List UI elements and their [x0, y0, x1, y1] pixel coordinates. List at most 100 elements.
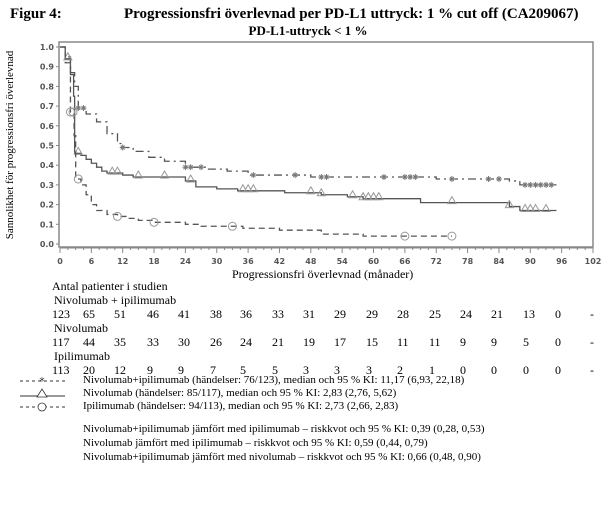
- hazard-ratio-line: Nivolumab+ipilimumab jämfört med nivolum…: [83, 451, 481, 463]
- risk-value: 5: [240, 363, 246, 377]
- censor-mark-triangle: [358, 191, 368, 201]
- censor-mark-triangle: [363, 191, 374, 201]
- risk-row: 113 20 12 9 9 7 5 5 3 3 3 2 1 0 0 0 0 -: [52, 363, 612, 377]
- x-tick-label: 36: [243, 257, 255, 266]
- y-tick-label: 0.5: [40, 142, 55, 151]
- figure-label: Figur 4:: [10, 6, 62, 22]
- risk-value: 113: [52, 363, 70, 377]
- censor-mark-triangle: [316, 187, 327, 197]
- y-tick-label: 0.7: [40, 102, 54, 111]
- risk-value: 36: [240, 307, 252, 321]
- risk-value: 123: [52, 307, 70, 321]
- risk-value: 24: [460, 307, 472, 321]
- censor-mark-asterisk: [527, 181, 534, 188]
- censor-mark-triangle: [238, 183, 248, 193]
- censor-mark-triangle: [530, 203, 541, 213]
- censor-mark-circle: [227, 221, 237, 231]
- hazard-ratio-line: Nivolumab+ipilimumab jämfört med ipilimu…: [83, 423, 485, 435]
- risk-value: 38: [210, 307, 222, 321]
- censor-mark-asterisk: [292, 172, 299, 179]
- risk-value: 0: [555, 307, 561, 321]
- censor-mark-triangle: [112, 166, 123, 175]
- censor-mark-triangle: [373, 191, 384, 201]
- x-tick-label: 18: [148, 257, 160, 266]
- risk-row: 123 65 51 46 41 38 36 33 31 29 29 28 25 24 21 13 0 -: [52, 307, 612, 321]
- chart-subtitle: PD-L1-uttryck < 1 %: [248, 23, 368, 38]
- figure-title: Progressionsfri överlevnad per PD-L1 utt…: [124, 6, 579, 22]
- censor-mark-asterisk: [75, 105, 82, 112]
- censor-mark-asterisk: [250, 172, 257, 179]
- series-group: [60, 46, 557, 241]
- risk-value: 20: [83, 363, 95, 377]
- censor-mark-circle: [149, 217, 159, 227]
- censor-mark-triangle: [541, 203, 551, 213]
- risk-value: -: [590, 335, 594, 349]
- risk-value: 1: [429, 363, 435, 377]
- censor-mark-triangle: [73, 146, 84, 155]
- censor-mark-triangle: [520, 203, 530, 213]
- risk-value: 26: [210, 335, 222, 349]
- censor-mark-triangle: [525, 203, 536, 213]
- risk-value: 9: [491, 335, 497, 349]
- km-curve: [60, 46, 557, 186]
- risk-value: 28: [397, 307, 409, 321]
- censor-mark-triangle: [243, 183, 253, 193]
- km-curve: [60, 46, 452, 237]
- y-tick-label: 0.8: [40, 82, 55, 91]
- risk-value: 5: [523, 335, 529, 349]
- x-tick-label: 72: [431, 257, 442, 266]
- censor-mark-circle: [447, 231, 457, 241]
- svg-text:*: *: [39, 375, 45, 388]
- y-axis: 0.0 0.1 0.2 0.3 0.4 0.5 0.6 0.7 0.8 0.9 1.0: [40, 43, 59, 249]
- y-tick-label: 0.9: [40, 63, 55, 72]
- risk-value: 17: [334, 335, 346, 349]
- series-nivolumab-ipilimumab: [60, 46, 557, 188]
- censor-mark-circle: [112, 211, 122, 221]
- risk-value: 51: [114, 307, 126, 321]
- x-tick-label: 6: [89, 257, 95, 266]
- risk-value: 13: [523, 307, 535, 321]
- censor-mark-asterisk: [532, 181, 539, 188]
- legend-text: Ipilimumab (händelser: 94/113), median o…: [83, 400, 399, 412]
- risk-value: 11: [397, 335, 409, 349]
- censor-mark-asterisk: [542, 181, 549, 188]
- risk-value: 24: [240, 335, 252, 349]
- series-ipilimumab: [60, 46, 457, 241]
- censor-mark-triangle: [504, 199, 515, 209]
- risk-value: 33: [272, 307, 284, 321]
- censor-mark-asterisk: [448, 175, 455, 182]
- risk-value: 15: [366, 335, 378, 349]
- censor-mark-asterisk: [548, 181, 555, 188]
- censor-mark-asterisk: [537, 181, 544, 188]
- risk-value: 11: [429, 335, 441, 349]
- censor-mark-asterisk: [80, 105, 87, 112]
- risk-value: 3: [334, 363, 340, 377]
- censor-mark-circle: [400, 231, 410, 241]
- censor-mark-asterisk: [119, 144, 126, 151]
- risk-value: 9: [460, 335, 466, 349]
- x-tick-label: 60: [368, 257, 380, 266]
- risk-group-label: Nivolumab + ipilimumab: [54, 293, 177, 307]
- risk-value: 21: [491, 307, 503, 321]
- legend-text: Nivolumab+ipilimumab (händelser: 76/123)…: [83, 374, 465, 386]
- x-tick-label: 78: [462, 257, 474, 266]
- x-axis: 0 6 12 18 24 30 36 42 48 54 60 66 72 78 84 90 96 102: [57, 247, 602, 266]
- censor-mark-asterisk: [407, 174, 414, 181]
- x-tick-label: 102: [585, 257, 602, 266]
- x-tick-label: 66: [399, 257, 411, 266]
- censor-mark-asterisk: [522, 181, 529, 188]
- risk-value: 65: [83, 307, 95, 321]
- risk-value: 25: [429, 307, 441, 321]
- x-tick-label: 90: [525, 257, 537, 266]
- censor-mark-asterisk: [198, 164, 205, 171]
- censor-mark-asterisk: [485, 175, 492, 182]
- censor-mark-asterisk: [401, 174, 408, 181]
- censor-mark-asterisk: [182, 164, 189, 171]
- legend-text: Nivolumab (händelser: 85/117), median oc…: [83, 387, 397, 399]
- km-chart: 0.0 0.1 0.2 0.3 0.4 0.5 0.6 0.7 0.8 0.9 1.0 0 6 12 18…: [40, 41, 602, 266]
- risk-value: 35: [114, 335, 126, 349]
- y-tick-label: 0.3: [40, 181, 54, 190]
- risk-value: 44: [83, 335, 95, 349]
- censor-mark-circle: [68, 107, 78, 117]
- x-tick-label: 30: [211, 257, 223, 266]
